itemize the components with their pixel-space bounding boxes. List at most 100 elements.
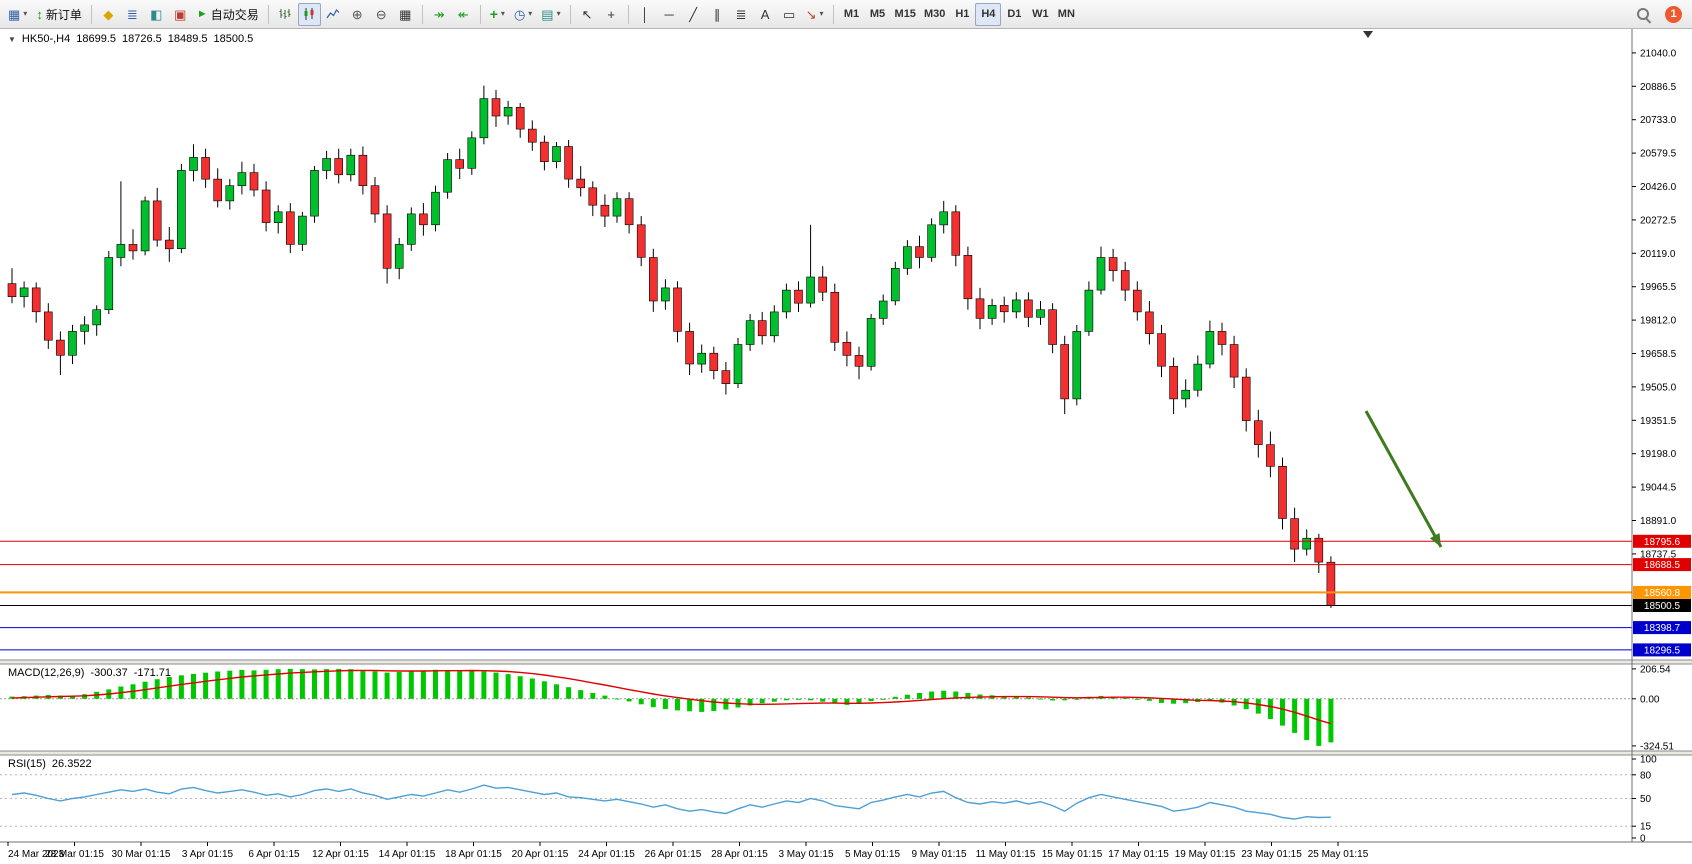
candle-body — [165, 239, 174, 250]
macd-histogram-bar — [662, 698, 668, 709]
candle-body — [564, 146, 573, 180]
tile-windows-icon: ▦ — [399, 6, 412, 22]
timeframe-button-d1[interactable]: D1 — [1001, 3, 1027, 26]
indicators-button[interactable]: + ▾ — [486, 3, 509, 26]
timeframe-button-mn[interactable]: MN — [1053, 3, 1079, 26]
price-line-badge — [1633, 621, 1691, 635]
arrows-button[interactable]: ↘ ▾ — [802, 3, 828, 26]
candle-body — [1169, 365, 1178, 400]
trendline-button[interactable]: ╱ — [682, 3, 705, 26]
chart-shift-icon: ↞ — [457, 6, 469, 22]
candle-body — [1072, 331, 1082, 400]
candle-body — [1254, 420, 1263, 445]
cursor-icon: ↖ — [581, 6, 593, 22]
candlestick-button[interactable] — [297, 2, 321, 26]
price-axis-label: 20733.0 — [1640, 115, 1677, 126]
macd-histogram-bar — [324, 669, 330, 699]
macd-histogram-bar — [856, 698, 862, 704]
templates-button[interactable]: ▤ ▾ — [537, 3, 564, 26]
macd-histogram-bar — [70, 695, 75, 699]
candle-body — [455, 159, 465, 169]
time-axis-label: 25 May 01:15 — [1308, 849, 1369, 860]
macd-histogram-bar — [1159, 698, 1164, 703]
macd-histogram-bar — [965, 693, 971, 699]
timeframe-button-m30[interactable]: M30 — [920, 3, 949, 26]
channel-button[interactable]: ∥ — [706, 3, 729, 26]
price-line-badge — [1633, 599, 1691, 612]
notification-badge[interactable]: 1 — [1665, 5, 1682, 23]
search-button[interactable] — [1631, 3, 1655, 26]
fibonacci-button[interactable]: ≣ — [730, 3, 753, 26]
timeframe-button-m1[interactable]: M1 — [839, 3, 865, 26]
periods-button[interactable]: ◷ ▾ — [510, 3, 536, 26]
chart-area[interactable]: 21040.0 20886.5 20733.0 20579.5 20426.0 20272… — [0, 29, 1692, 864]
price-axis-label: 20426.0 — [1640, 182, 1677, 193]
macd-signal-value: -171.71 — [133, 667, 172, 679]
market-watch-button[interactable]: ≣ — [121, 3, 144, 26]
cursor-button[interactable]: ↖ — [576, 3, 599, 26]
macd-histogram-bar — [941, 690, 947, 699]
horizontal-line-button[interactable]: ─ — [658, 3, 681, 26]
chart-shift-button[interactable]: ↞ — [452, 3, 475, 26]
timeframe-button-w1[interactable]: W1 — [1027, 3, 1053, 26]
crosshair-icon: + — [607, 6, 615, 22]
time-axis-label: 20 Apr 01:15 — [512, 849, 569, 860]
macd-histogram-bar — [626, 698, 632, 702]
price-axis[interactable] — [1632, 29, 1692, 842]
macd-histogram-bar — [1183, 698, 1189, 704]
time-axis-label: 3 Apr 01:15 — [182, 849, 234, 860]
new-chart-button[interactable]: ▦ ▾ — [4, 3, 31, 26]
macd-histogram-bar — [602, 695, 608, 699]
candle-body — [769, 311, 779, 337]
terminal-button[interactable]: ▣ — [169, 3, 192, 26]
macd-histogram-bar — [699, 698, 705, 712]
pane-resize-handle[interactable] — [0, 660, 1692, 664]
zoom-out-button[interactable]: ⊖ — [370, 3, 393, 26]
price-axis-label: 21040.0 — [1640, 48, 1677, 59]
chevron-down-icon: ▾ — [556, 9, 561, 18]
candle-body — [927, 224, 936, 258]
vertical-line-button[interactable]: │ — [634, 3, 657, 26]
candle-body — [1229, 344, 1239, 378]
time-axis[interactable] — [0, 842, 1692, 864]
time-axis-label: 19 May 01:15 — [1175, 849, 1236, 860]
collapse-icon[interactable]: ▼ — [8, 34, 16, 44]
candle-body — [806, 276, 815, 304]
candle-body — [794, 289, 803, 304]
timeframe-button-m5[interactable]: M5 — [865, 3, 891, 26]
candle-body — [830, 291, 840, 343]
new-order-button[interactable]: ↕ 新订单 — [32, 3, 86, 26]
text-button[interactable]: A — [754, 3, 777, 26]
new-order-label: 新订单 — [45, 7, 82, 22]
text-label-button[interactable]: ▭ — [778, 3, 801, 26]
candlestick-icon — [302, 7, 316, 21]
trend-arrow[interactable] — [1364, 410, 1443, 548]
zoom-in-button[interactable]: ⊕ — [346, 3, 369, 26]
time-axis-label: 17 May 01:15 — [1108, 849, 1169, 860]
macd-histogram-bar — [1050, 698, 1056, 701]
timeframe-button-h4[interactable]: H4 — [975, 2, 1002, 26]
candle-body — [721, 370, 731, 385]
rsi-axis-label: 50 — [1640, 794, 1652, 805]
metaeditor-button[interactable]: ◆ — [97, 3, 120, 26]
chart-shift-marker[interactable] — [1363, 31, 1373, 38]
auto-scroll-button[interactable]: ↠ — [428, 3, 451, 26]
bar-chart-button[interactable] — [274, 3, 297, 26]
pane-resize-handle[interactable] — [0, 751, 1692, 755]
timeframe-button-m15[interactable]: M15 — [891, 3, 920, 26]
macd-histogram-bar — [433, 669, 438, 699]
candle-body — [527, 128, 537, 143]
chart-background[interactable] — [0, 29, 1692, 864]
macd-histogram-bar — [348, 669, 354, 699]
macd-histogram-bar — [287, 668, 293, 699]
candle-body — [19, 287, 29, 297]
navigator-button[interactable]: ◧ — [145, 3, 168, 26]
timeframe-button-h1[interactable]: H1 — [949, 3, 975, 26]
autotrading-button[interactable]: ► 自动交易 — [193, 3, 263, 26]
crosshair-button[interactable]: + — [600, 3, 623, 26]
tile-windows-button[interactable]: ▦ — [394, 3, 417, 26]
chart-canvas[interactable]: 21040.0 20886.5 20733.0 20579.5 20426.0 20272… — [0, 29, 1692, 864]
text-icon: A — [760, 6, 770, 22]
line-chart-button[interactable] — [322, 3, 345, 26]
macd-histogram-bar — [1171, 698, 1177, 704]
